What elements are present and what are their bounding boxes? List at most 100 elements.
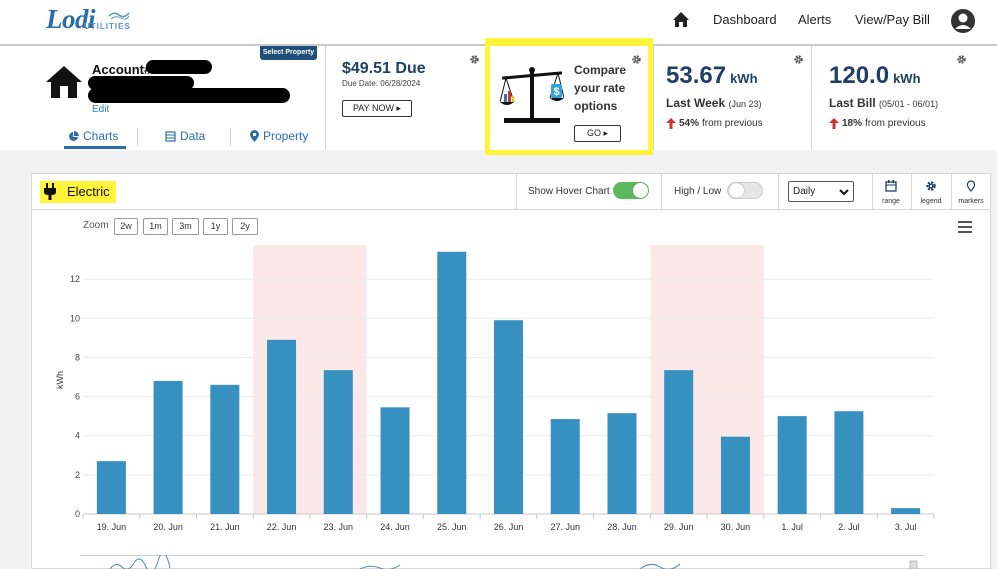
arrow-up-icon [666,118,676,129]
zoom-1m-button[interactable]: 1m [143,218,168,235]
y-axis-label: kWh [55,371,65,389]
x-tick-label: 2. Jul [838,522,860,532]
last-bill-change: 18% from previous [829,118,926,129]
x-tick-label: 30. Jun [721,522,751,532]
redaction [88,88,290,103]
zoom-2y-button[interactable]: 2y [232,218,258,235]
gear-icon[interactable] [631,54,642,65]
x-tick-label: 23. Jun [324,522,354,532]
x-tick-label: 19. Jun [97,522,127,532]
hamburger-menu-icon[interactable] [958,221,972,233]
legend-button[interactable]: legend [912,176,950,208]
nav-view-pay-bill[interactable]: View/Pay Bill [855,12,930,27]
tab-data[interactable]: Data [165,129,205,143]
x-tick-label: 22. Jun [267,522,297,532]
zoom-1y-button[interactable]: 1y [203,218,228,235]
amount-due: $49.51 Due [342,60,426,77]
chevron-down-icon [839,189,849,196]
logo-subtext: UTILITIES [84,22,131,31]
divider [872,174,873,209]
last-week-title: Last Week [666,96,726,110]
last-week-change-text: from previous [702,118,763,129]
gear-icon[interactable] [793,54,804,65]
bar [607,413,637,514]
pin-icon [250,130,259,142]
x-tick-label: 28. Jun [607,522,637,532]
divider [951,174,952,209]
go-button[interactable]: GO ▸ [574,125,621,142]
top-nav: Lodi UTILITIES Dashboard Alerts View/Pay… [0,0,997,46]
last-week-value: 53.67 kWh [666,62,758,90]
compare-text[interactable]: Compare your rate options [574,61,644,115]
markers-label: markers [958,198,984,205]
arrow-up-icon [829,118,839,129]
last-bill-unit: kWh [893,71,921,86]
legend-label: legend [920,198,942,205]
divider [325,46,326,150]
bar [664,370,694,514]
navigator-sparkline[interactable] [80,555,924,569]
bar [550,419,580,514]
y-tick-label: 12 [70,274,80,284]
pay-now-button[interactable]: PAY NOW ▸ [342,100,412,117]
tab-charts-label: Charts [83,129,119,143]
bar [96,461,126,514]
gear-icon[interactable] [956,54,967,65]
x-tick-label: 24. Jun [380,522,410,532]
last-week-change-pct: 54% [679,118,700,129]
markers-button[interactable]: markers [952,176,990,208]
divider [661,174,662,209]
divider [516,174,517,209]
tab-separator [137,128,138,146]
x-tick-label: 20. Jun [153,522,183,532]
user-circle-icon[interactable] [950,8,976,34]
tab-property[interactable]: Property [250,129,308,143]
tab-property-label: Property [263,129,309,143]
x-tick-label: 27. Jun [550,522,580,532]
bar [720,436,750,514]
zoom-3m-button[interactable]: 3m [172,218,199,235]
x-tick-label: 3. Jul [895,522,917,532]
hover-chart-toggle[interactable] [613,182,649,199]
card-header-divider [31,209,991,210]
divider [911,174,912,209]
nav-alerts[interactable]: Alerts [798,12,832,27]
compare-line: your rate [574,81,626,95]
bar [153,380,183,514]
divider [653,46,654,150]
last-week-number: 53.67 [666,62,727,89]
toggle-knob [729,183,744,198]
redaction [88,76,194,90]
edit-account-link[interactable]: Edit [92,104,110,115]
y-tick-label: 2 [75,470,80,480]
due-date: Due Date: 06/28/2024 [342,79,421,88]
range-label: range [882,198,900,205]
high-low-toggle[interactable] [727,182,763,199]
last-week-date: (Jun 23) [728,99,762,109]
tab-data-label: Data [180,129,206,143]
zoom-2w-button[interactable]: 2w [114,218,138,235]
bar [437,251,467,514]
pay-now-label: PAY NOW [352,103,394,113]
x-tick-label: 29. Jun [664,522,694,532]
nav-dashboard[interactable]: Dashboard [713,12,777,27]
last-week-label: Last Week (Jun 23) [666,96,762,110]
select-property-button[interactable]: Select Property [260,46,317,60]
bar [834,411,864,514]
gear-icon[interactable] [469,54,480,65]
last-bill-title: Last Bill [829,96,876,110]
range-button[interactable]: range [872,176,910,208]
y-tick-label: 4 [75,431,80,441]
house-icon [46,66,82,98]
period-select-value: Daily [793,186,816,197]
logo-text: Lodi [46,4,96,34]
home-icon[interactable] [672,11,690,29]
period-select[interactable]: Daily [788,181,854,202]
y-tick-label: 0 [75,509,80,519]
tab-separator [230,128,231,146]
active-tab-indicator [64,146,126,149]
tab-charts[interactable]: Charts [68,129,118,143]
last-bill-change-pct: 18% [842,118,863,129]
zoom-label: Zoom [83,220,109,231]
